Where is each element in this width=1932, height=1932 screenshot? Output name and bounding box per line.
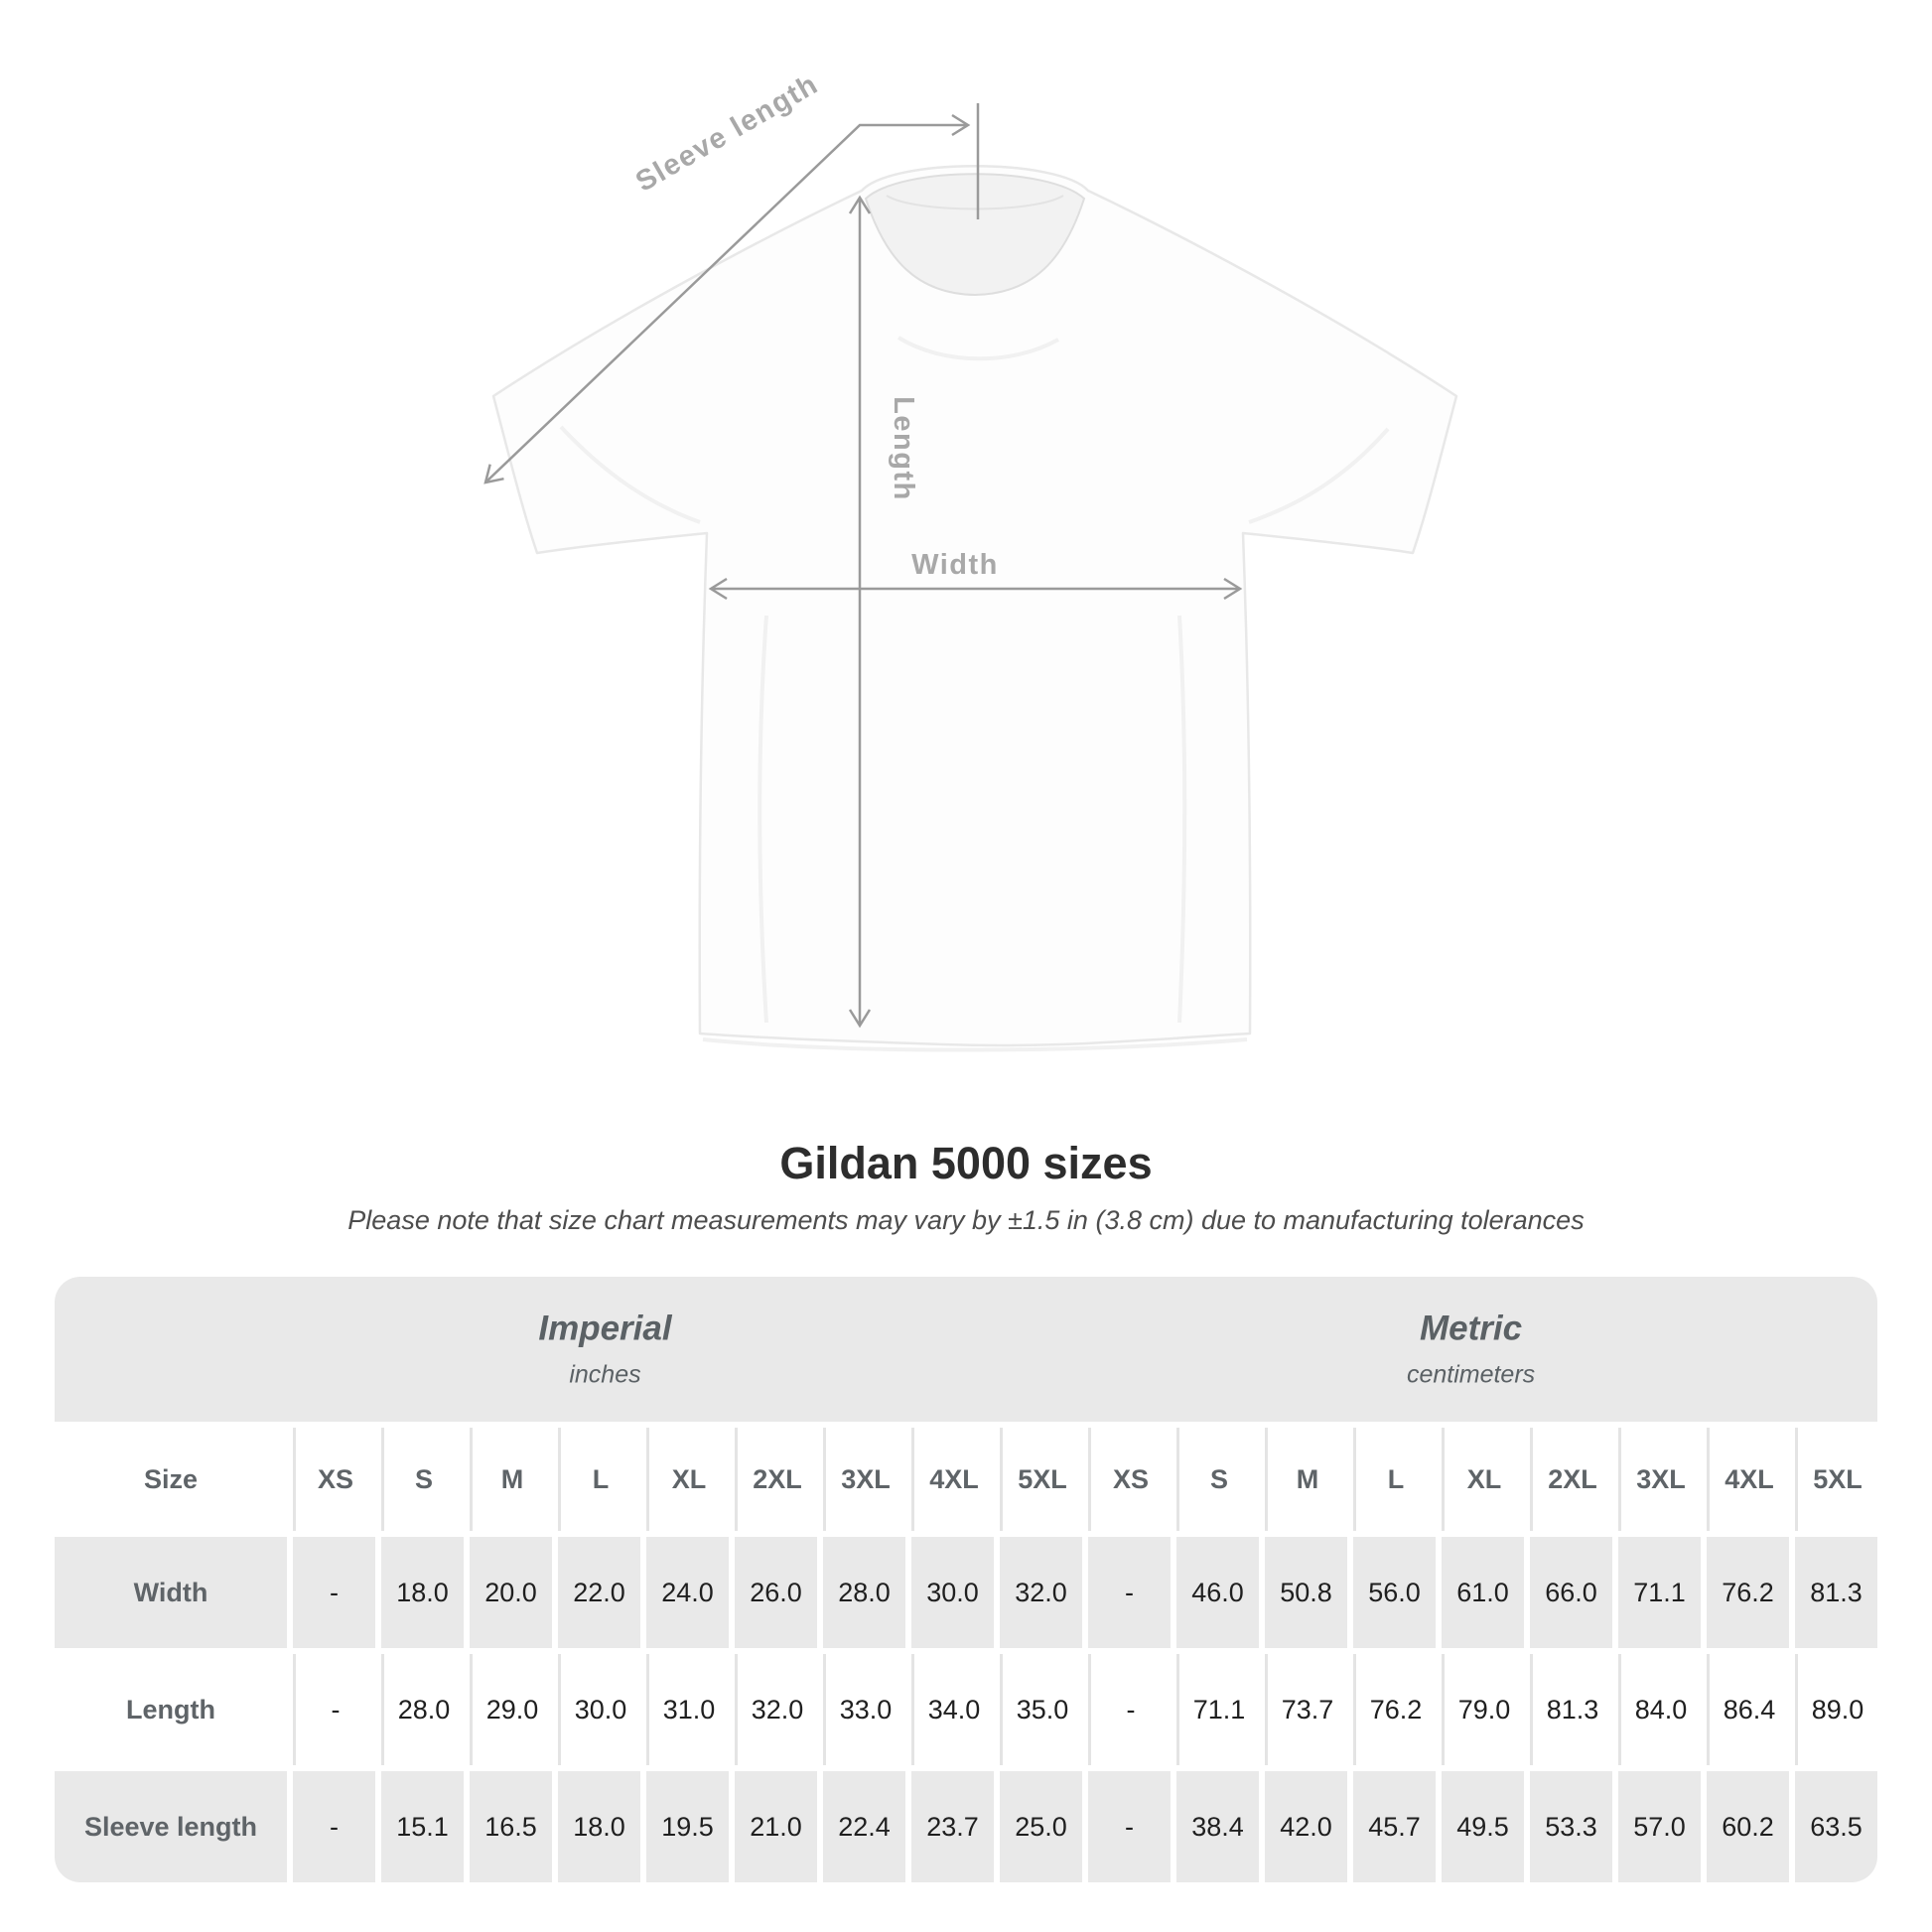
value-cell: 21.0 (735, 1771, 817, 1882)
tolerance-note: Please note that size chart measurements… (347, 1205, 1585, 1235)
value-cell: 49.5 (1442, 1771, 1524, 1882)
value-cell: 33.0 (823, 1654, 905, 1765)
value-cell: - (1088, 1771, 1171, 1882)
value-cell: 22.0 (558, 1537, 640, 1648)
size-header-cell: L (558, 1428, 640, 1531)
value-cell: 76.2 (1707, 1537, 1789, 1648)
value-cell: 53.3 (1530, 1771, 1612, 1882)
value-cell: 18.0 (558, 1771, 640, 1882)
value-cell: - (293, 1537, 375, 1648)
metric-label: Metric (1420, 1309, 1523, 1348)
sleeve-length-arrow (483, 113, 971, 484)
sleeve-length-label: Sleeve length (630, 69, 824, 199)
value-cell: 84.0 (1618, 1654, 1701, 1765)
metric-group-header: Metric centimeters (1263, 1310, 1680, 1390)
value-cell: 34.0 (911, 1654, 994, 1765)
value-cell: 32.0 (735, 1654, 817, 1765)
size-column-header: Size (55, 1428, 287, 1531)
size-header-cell: 4XL (911, 1428, 994, 1531)
width-label: Width (911, 549, 999, 581)
value-cell: 81.3 (1795, 1537, 1877, 1648)
value-cell: 76.2 (1353, 1654, 1436, 1765)
sleeve-length-row: Sleeve length - 15.1 16.5 18.0 19.5 21.0… (55, 1771, 1877, 1882)
size-header-cell: L (1353, 1428, 1436, 1531)
units-band-row: Imperial inches Metric centimeters (55, 1277, 1877, 1422)
value-cell: 66.0 (1530, 1537, 1612, 1648)
page-title: Gildan 5000 sizes (779, 1138, 1153, 1188)
value-cell: 42.0 (1265, 1771, 1347, 1882)
size-header-cell: XL (1442, 1428, 1524, 1531)
value-cell: 25.0 (1000, 1771, 1082, 1882)
size-header-cell: XS (293, 1428, 375, 1531)
size-header-cell: 5XL (1795, 1428, 1877, 1531)
size-header-cell: 3XL (823, 1428, 905, 1531)
value-cell: 86.4 (1707, 1654, 1789, 1765)
value-cell: 30.0 (558, 1654, 640, 1765)
value-cell: 60.2 (1707, 1771, 1789, 1882)
value-cell: 45.7 (1353, 1771, 1436, 1882)
value-cell: 46.0 (1176, 1537, 1259, 1648)
size-header-cell: 5XL (1000, 1428, 1082, 1531)
value-cell: - (293, 1654, 375, 1765)
row-label: Width (55, 1537, 287, 1648)
value-cell: 61.0 (1442, 1537, 1524, 1648)
units-header-band: Imperial inches Metric centimeters (55, 1277, 1877, 1422)
value-cell: 79.0 (1442, 1654, 1524, 1765)
size-header-cell: 2XL (1530, 1428, 1612, 1531)
row-label: Sleeve length (55, 1771, 287, 1882)
metric-units: centimeters (1406, 1360, 1536, 1389)
value-cell: 15.1 (381, 1771, 464, 1882)
value-cell: 30.0 (911, 1537, 994, 1648)
value-cell: 24.0 (646, 1537, 729, 1648)
length-row: Length - 28.0 29.0 30.0 31.0 32.0 33.0 3… (55, 1654, 1877, 1765)
tshirt-silhouette (491, 165, 1458, 1047)
size-header-cell: 4XL (1707, 1428, 1789, 1531)
size-header-cell: 3XL (1618, 1428, 1701, 1531)
value-cell: 89.0 (1795, 1654, 1877, 1765)
size-header-row: Size XS S M L XL 2XL 3XL 4XL 5XL XS S M … (55, 1428, 1877, 1531)
row-label: Length (55, 1654, 287, 1765)
value-cell: 28.0 (823, 1537, 905, 1648)
value-cell: 29.0 (470, 1654, 552, 1765)
size-header-cell: 2XL (735, 1428, 817, 1531)
value-cell: 20.0 (470, 1537, 552, 1648)
size-header-cell: M (1265, 1428, 1347, 1531)
value-cell: 63.5 (1795, 1771, 1877, 1882)
size-header-cell: M (470, 1428, 552, 1531)
value-cell: 31.0 (646, 1654, 729, 1765)
value-cell: 81.3 (1530, 1654, 1612, 1765)
value-cell: 57.0 (1618, 1771, 1701, 1882)
size-header-cell: XS (1088, 1428, 1171, 1531)
value-cell: 16.5 (470, 1771, 552, 1882)
value-cell: 50.8 (1265, 1537, 1347, 1648)
size-header-cell: S (381, 1428, 464, 1531)
value-cell: 22.4 (823, 1771, 905, 1882)
value-cell: 35.0 (1000, 1654, 1082, 1765)
tshirt-measurement-diagram: Sleeve length Length Width (483, 69, 1458, 1052)
value-cell: 38.4 (1176, 1771, 1259, 1882)
value-cell: 32.0 (1000, 1537, 1082, 1648)
fabric-folds (559, 336, 1390, 1052)
value-cell: 71.1 (1618, 1537, 1701, 1648)
value-cell: 73.7 (1265, 1654, 1347, 1765)
width-row: Width - 18.0 20.0 22.0 24.0 26.0 28.0 30… (55, 1537, 1877, 1648)
size-header-cell: S (1176, 1428, 1259, 1531)
size-table: Imperial inches Metric centimeters Size … (49, 1271, 1883, 1888)
value-cell: 56.0 (1353, 1537, 1436, 1648)
value-cell: - (1088, 1654, 1171, 1765)
value-cell: - (1088, 1537, 1171, 1648)
value-cell: 28.0 (381, 1654, 464, 1765)
value-cell: - (293, 1771, 375, 1882)
size-header-cell: XL (646, 1428, 729, 1531)
value-cell: 23.7 (911, 1771, 994, 1882)
imperial-group-header: Imperial inches (396, 1310, 813, 1390)
value-cell: 71.1 (1176, 1654, 1259, 1765)
value-cell: 18.0 (381, 1537, 464, 1648)
imperial-label: Imperial (538, 1309, 672, 1348)
length-label: Length (888, 396, 919, 501)
value-cell: 19.5 (646, 1771, 729, 1882)
value-cell: 26.0 (735, 1537, 817, 1648)
imperial-units: inches (569, 1360, 641, 1389)
